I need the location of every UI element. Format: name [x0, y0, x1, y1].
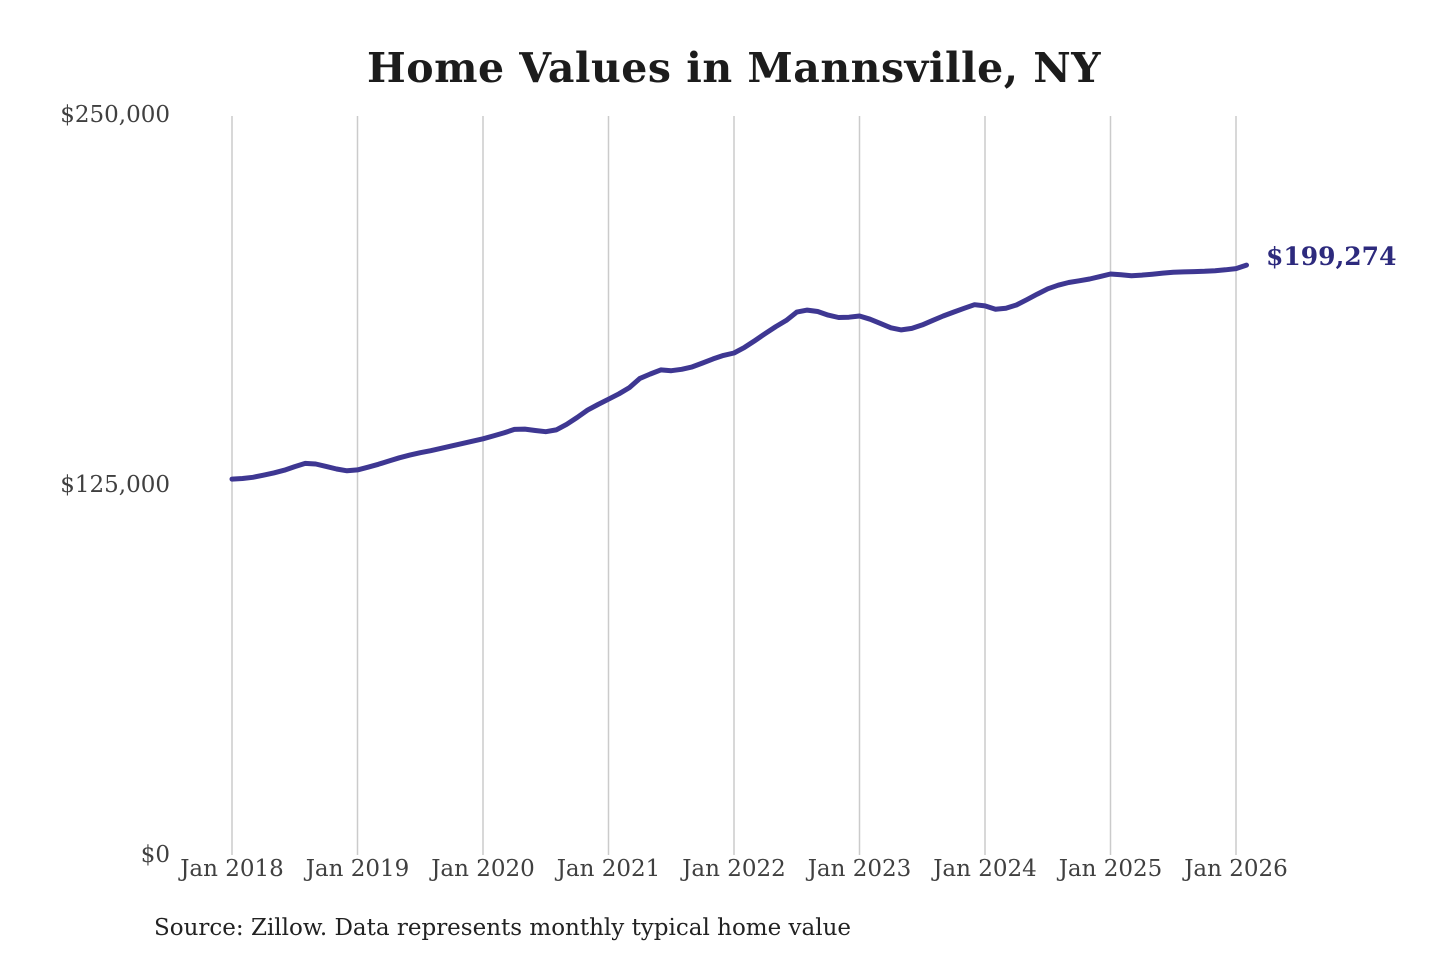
- y-axis-label: $250,000: [60, 102, 170, 128]
- source-note: Source: Zillow. Data represents monthly …: [154, 915, 852, 941]
- x-axis-label: Jan 2022: [682, 856, 786, 882]
- x-axis-label: Jan 2021: [556, 856, 661, 882]
- y-axis-label: $125,000: [60, 472, 170, 498]
- home-value-line: [229, 262, 1249, 482]
- x-axis-label: Jan 2026: [1184, 856, 1288, 882]
- x-axis-label: Jan 2019: [305, 856, 410, 882]
- y-axis-label: $0: [140, 842, 170, 868]
- x-axis-label: Jan 2024: [933, 856, 1037, 882]
- vertical-gridlines: [231, 116, 1237, 855]
- x-axis-label: Jan 2025: [1058, 856, 1163, 882]
- x-axis-label: Jan 2023: [807, 856, 912, 882]
- chart-title: Home Values in Mannsville, NY: [366, 44, 1101, 92]
- x-axis-label: Jan 2020: [431, 856, 535, 882]
- x-axis-label: Jan 2018: [180, 856, 284, 882]
- final-value-label: $199,274: [1266, 242, 1397, 271]
